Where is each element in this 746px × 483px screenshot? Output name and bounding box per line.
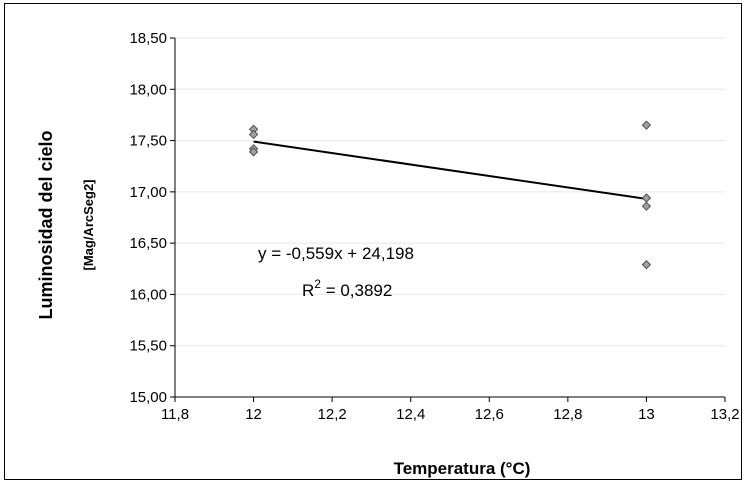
x-tick-label: 12,4: [396, 406, 425, 423]
r-squared-label: R2 = 0,3892: [302, 277, 392, 300]
data-point: [641, 120, 652, 130]
data-point: [248, 129, 259, 140]
y-axis-title: Luminosidad del cielo: [36, 130, 56, 319]
equation-label: y = -0,559x + 24,198: [258, 244, 414, 263]
x-tick-label: 12,2: [318, 406, 347, 423]
data-points: [248, 120, 652, 270]
x-tick-label: 12: [245, 406, 262, 423]
gridlines: [175, 37, 725, 347]
y-axis-unit-group: [Mag/ArcSeg2]: [81, 179, 96, 270]
data-point: [641, 259, 652, 270]
y-tick-label: 18,50: [129, 30, 167, 47]
data-point: [641, 201, 652, 211]
y-tick-label: 16,00: [129, 286, 167, 303]
y-tick-label: 17,00: [129, 184, 167, 201]
tick-labels: 15,00 15,50 16,00 16,50 17,00 17,50 18,00 18,50…: [129, 30, 739, 423]
y-axis-title-group: Luminosidad del cielo: [36, 130, 56, 319]
chart-border: [4, 3, 742, 480]
x-axis-title: Temperatura (°C): [394, 459, 531, 478]
y-tick-label: 15,50: [129, 338, 167, 355]
x-tick-label: 13: [638, 406, 655, 423]
data-point: [248, 147, 259, 157]
y-tick-label: 18,00: [129, 81, 167, 98]
y-tick-label: 17,50: [129, 133, 167, 150]
x-tick-label: 11,8: [161, 406, 189, 423]
x-tick-label: 12,8: [553, 406, 582, 423]
r-squared-prefix: R: [302, 281, 314, 300]
y-tick-label: 16,50: [129, 235, 167, 252]
y-tick-label: 15,00: [129, 389, 167, 406]
x-tick-label: 13,2: [710, 406, 739, 423]
y-axis-unit: [Mag/ArcSeg2]: [81, 179, 96, 270]
trendline: [253, 140, 647, 200]
r-squared-value: = 0,3892: [321, 281, 392, 300]
r-squared-superscript: 2: [314, 277, 321, 291]
axes: [170, 37, 726, 402]
x-tick-label: 12,6: [475, 406, 504, 423]
